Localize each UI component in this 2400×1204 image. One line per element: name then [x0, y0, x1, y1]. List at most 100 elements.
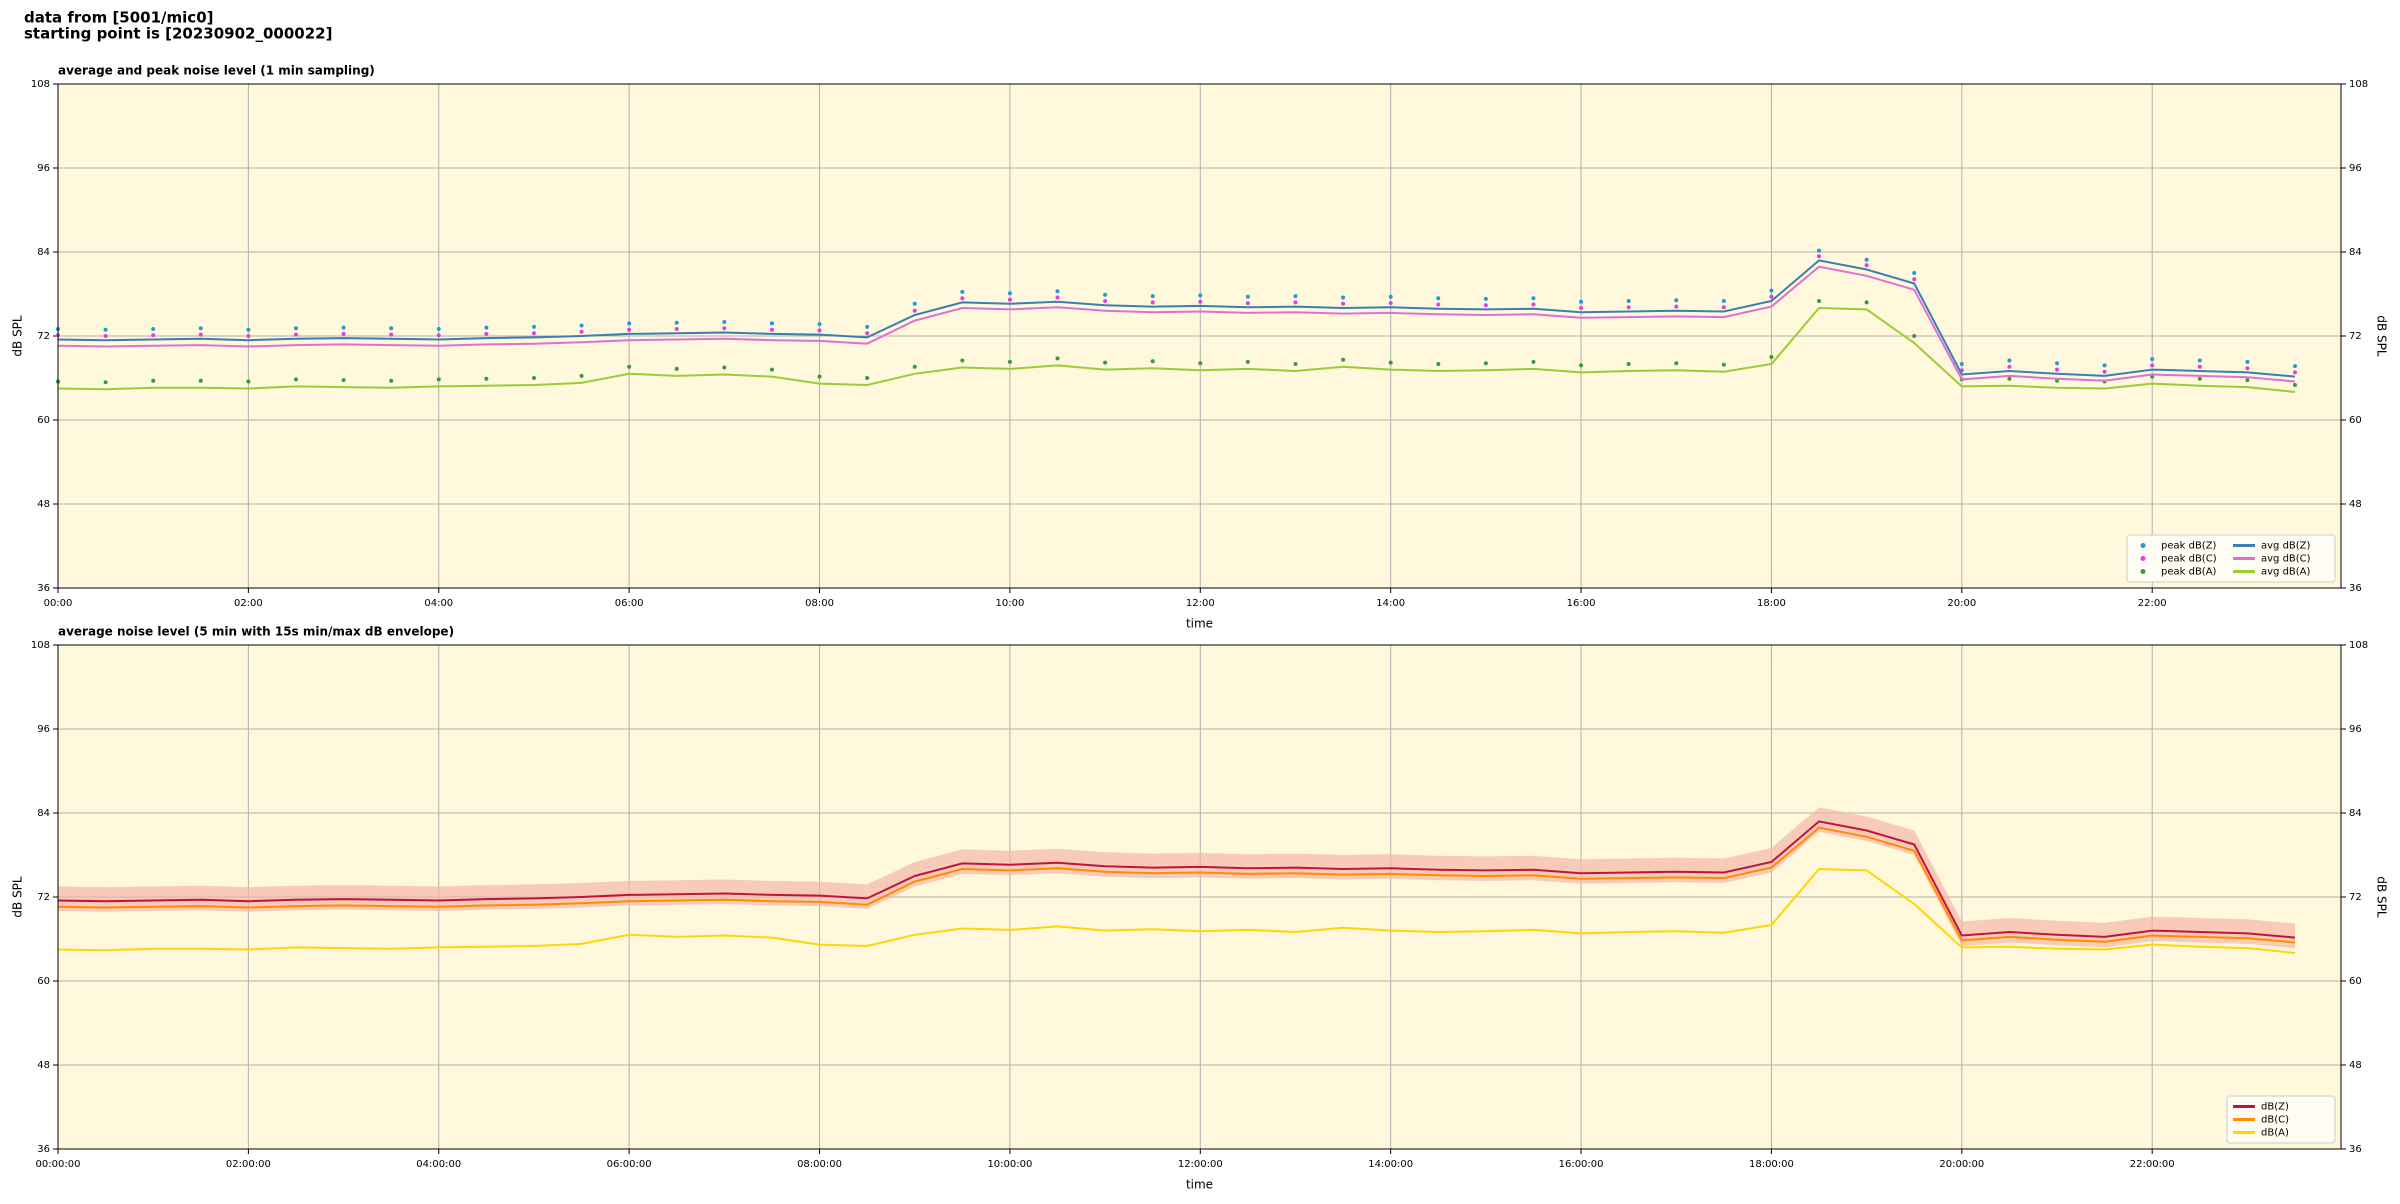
peak-point [1388, 301, 1393, 306]
series-line [57, 820, 2296, 939]
peak-point [1245, 301, 1250, 306]
peak-point [912, 364, 917, 369]
envelope [58, 807, 2295, 949]
peak-point [1150, 294, 1155, 299]
peak-point [341, 378, 346, 383]
peak-point [722, 365, 727, 370]
peak-point [103, 327, 108, 332]
peak-point [389, 326, 394, 331]
peak-point [579, 329, 584, 334]
peak-point [2245, 366, 2250, 371]
x-tick-label: 14:00:00 [1368, 1159, 1413, 1170]
x-tick-label: 10:00 [995, 598, 1024, 609]
y-tick-label: 72 [2349, 331, 2362, 342]
peak-point [1388, 294, 1393, 299]
series-layer [56, 248, 2297, 393]
peak-point [1198, 293, 1203, 298]
x-tick-label: 22:00:00 [2130, 1159, 2175, 1170]
chart-title: average and peak noise level (1 min samp… [58, 64, 375, 78]
y-axis-label: dB SPL [11, 876, 25, 918]
y-tick-label: 96 [37, 163, 50, 174]
peak-point [341, 331, 346, 336]
peak-point [1817, 254, 1822, 259]
peak-point [198, 326, 203, 331]
series-line [57, 867, 2296, 954]
peak-point [1912, 277, 1917, 282]
peak-point [436, 333, 441, 338]
y-tick-label: 108 [2349, 640, 2368, 651]
peak-point [2007, 376, 2012, 381]
peak-point [531, 376, 536, 380]
peak-point [1293, 300, 1298, 305]
peak-point [436, 327, 441, 331]
peak-point [1531, 359, 1536, 364]
chart-title: average noise level (5 min with 15s min/… [58, 625, 454, 639]
peak-point [1769, 355, 1774, 359]
peak-point [1436, 296, 1441, 301]
legend-label: peak dB(C) [2161, 554, 2217, 565]
legend-swatch [2140, 543, 2146, 548]
peak-point [389, 378, 394, 383]
peak-point [2292, 370, 2297, 375]
peak-point [1007, 297, 1012, 302]
peak-point [151, 378, 156, 383]
header-line: starting point is [20230902_000022] [24, 25, 332, 43]
peak-point [2055, 378, 2060, 383]
peak-point [1817, 248, 1822, 253]
peak-point [2197, 376, 2202, 381]
x-tick-label: 08:00 [805, 598, 834, 609]
peak-point [817, 328, 822, 333]
peak-point [293, 377, 298, 382]
peak-point [627, 364, 632, 369]
header-line: data from [5001/mic0] [24, 9, 214, 27]
peak-point [1007, 291, 1012, 296]
y-tick-label: 36 [37, 1144, 50, 1155]
peak-point [769, 321, 774, 326]
peak-point [674, 327, 679, 331]
peak-point [1864, 263, 1869, 268]
peak-point [1531, 302, 1536, 307]
x-tick-label: 04:00:00 [416, 1159, 461, 1170]
y-tick-label: 60 [2349, 976, 2362, 987]
y-tick-label: 72 [37, 892, 50, 903]
y-axis-label: dB SPL [2375, 876, 2389, 918]
peak-point [1150, 300, 1155, 305]
x-tick-label: 14:00 [1376, 598, 1405, 609]
legend-swatch [2140, 569, 2146, 574]
peak-point [198, 378, 203, 383]
peak-point [246, 379, 251, 384]
peak-point [1674, 361, 1679, 366]
peak-point [722, 320, 727, 324]
peak-point [674, 320, 679, 325]
peak-point [769, 367, 774, 372]
peak-point [1341, 295, 1346, 300]
peak-point [1103, 292, 1108, 297]
peak-point [674, 366, 679, 371]
peak-point [1198, 299, 1203, 304]
y-axis-label: dB SPL [11, 315, 25, 357]
peak-point [960, 296, 965, 301]
peak-point [1055, 356, 1060, 361]
peak-point [1864, 257, 1869, 262]
peak-point [1626, 299, 1631, 303]
peak-point [1055, 289, 1060, 294]
peak-point [1483, 296, 1488, 301]
y-tick-label: 48 [2349, 1060, 2362, 1071]
x-tick-label: 10:00:00 [987, 1159, 1032, 1170]
peak-point [1055, 295, 1060, 300]
y-tick-label: 72 [37, 331, 50, 342]
peak-point [2292, 383, 2297, 387]
peak-point [1483, 361, 1488, 366]
peak-point [1626, 305, 1631, 310]
peak-point [1674, 304, 1679, 309]
x-tick-label: 16:00 [1567, 598, 1596, 609]
peak-point [1150, 359, 1155, 364]
x-tick-label: 12:00 [1186, 598, 1215, 609]
peak-point [293, 332, 298, 337]
y-tick-label: 96 [2349, 163, 2362, 174]
legend-label: peak dB(A) [2161, 567, 2217, 578]
y-tick-label: 36 [2349, 1144, 2362, 1155]
peak-point [2007, 358, 2012, 363]
series-line [57, 265, 2296, 383]
